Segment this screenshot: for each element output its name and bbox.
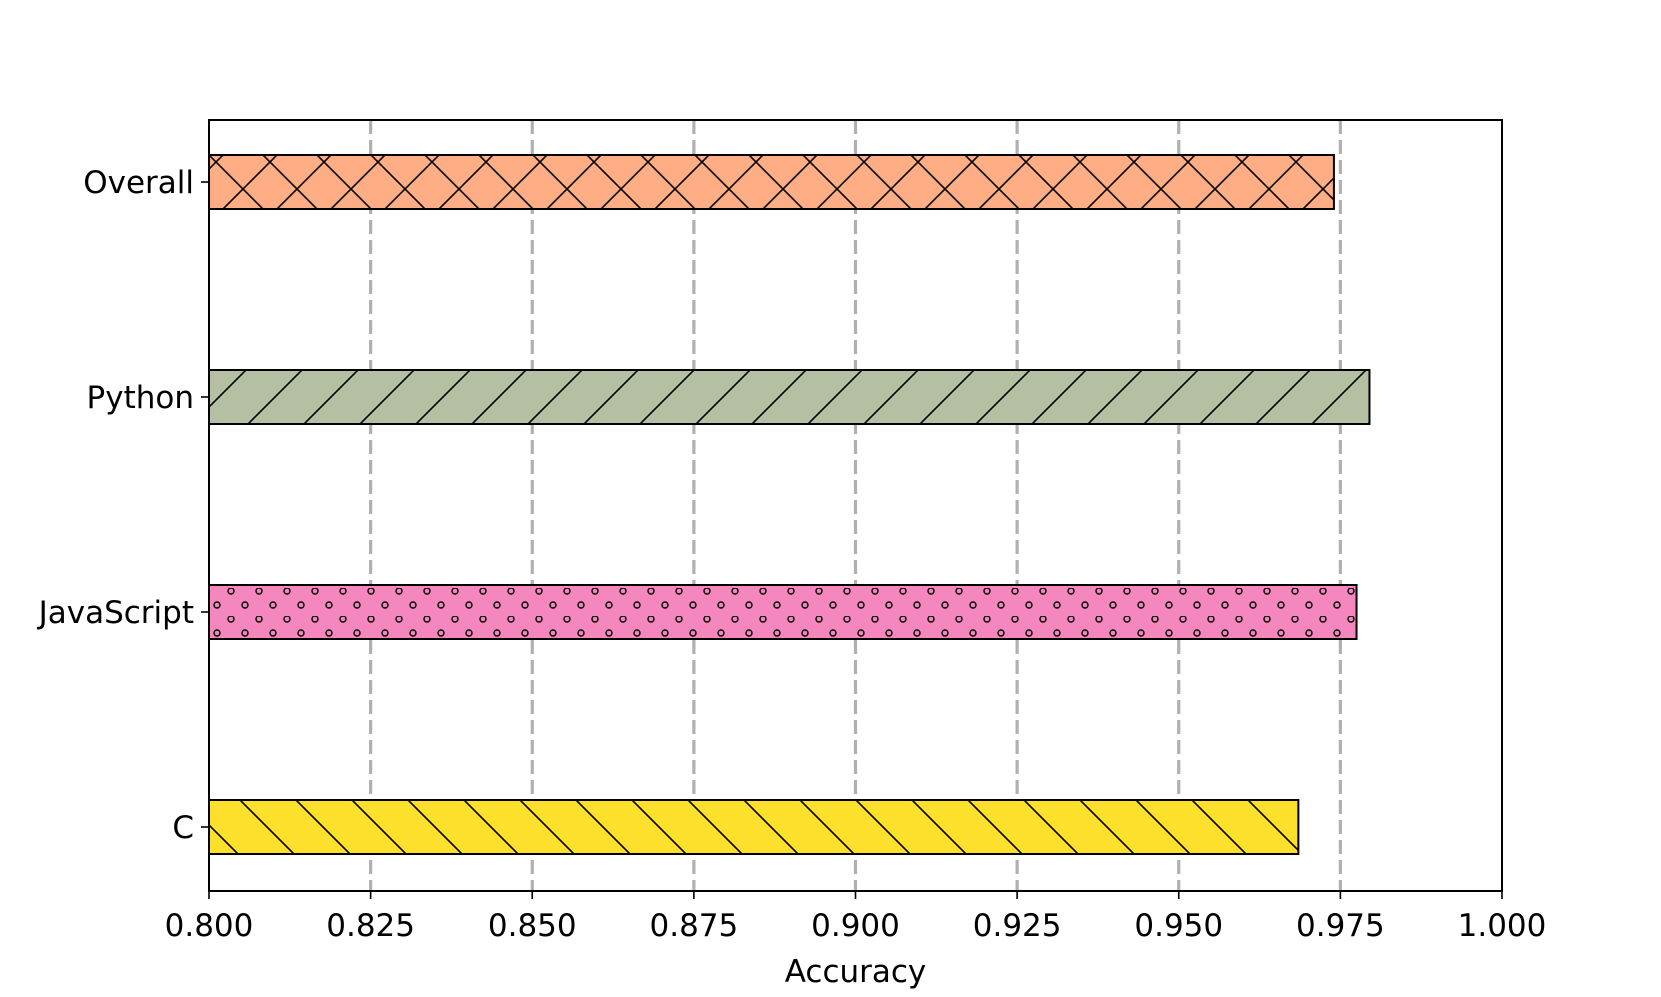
x-tick-label: 0.925 <box>973 908 1062 944</box>
x-tick-label: 0.875 <box>650 908 739 944</box>
x-axis-label: Accuracy <box>785 954 927 990</box>
x-tick-label: 0.825 <box>326 908 415 944</box>
x-tick-label: 0.975 <box>1296 908 1385 944</box>
x-tick-label: 0.850 <box>488 908 577 944</box>
bars <box>208 154 1371 855</box>
x-tick-label: 0.900 <box>811 908 900 944</box>
bar-javascript <box>208 584 1358 640</box>
bar-c <box>208 799 1300 855</box>
y-tick-label-c: C <box>172 810 194 846</box>
x-tick-label: 0.950 <box>1134 908 1223 944</box>
x-tick-label: 0.800 <box>165 908 254 944</box>
bar-python <box>208 369 1371 425</box>
axis-ticks: 0.800 0.825 0.850 0.875 0.900 0.925 0.950 0.975… <box>37 165 1547 944</box>
y-tick-label-overall: Overall <box>83 165 194 201</box>
x-tick-label: 1.000 <box>1458 908 1547 944</box>
bar-overall <box>208 154 1335 210</box>
y-tick-label-python: Python <box>87 380 194 416</box>
grid-lines <box>369 120 1342 891</box>
y-tick-label-javascript: JavaScript <box>37 595 194 631</box>
